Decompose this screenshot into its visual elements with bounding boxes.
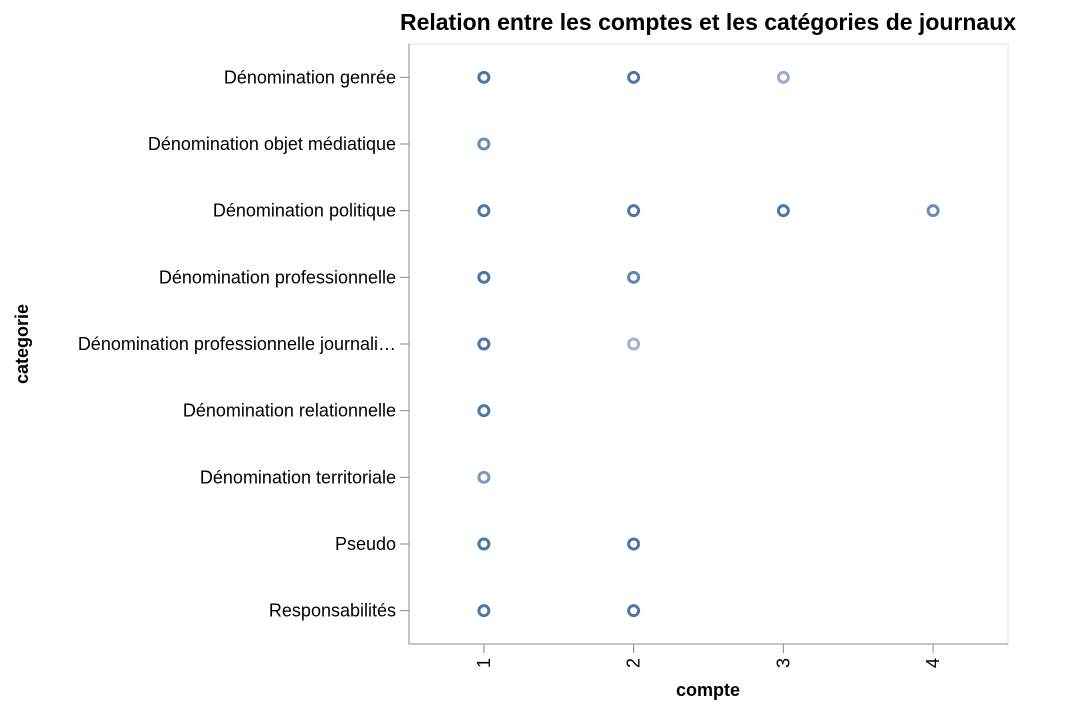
y-tick-label: Pseudo (335, 534, 396, 554)
chart-title: Relation entre les comptes et les catégo… (400, 9, 1016, 35)
y-tick-label: Dénomination relationnelle (183, 401, 396, 421)
data-point (627, 204, 641, 218)
data-point (627, 604, 641, 618)
data-point (776, 204, 790, 218)
data-point (477, 337, 491, 351)
x-tick-label: 3 (773, 658, 793, 668)
data-point (477, 137, 491, 151)
data-point (477, 604, 491, 618)
data-point (627, 270, 641, 284)
y-tick-label: Responsabilités (269, 601, 396, 621)
y-tick-label: Dénomination genrée (224, 67, 396, 87)
x-tick-label: 1 (474, 658, 494, 668)
x-axis-title: compte (676, 680, 740, 700)
data-point (627, 537, 641, 551)
data-point (926, 204, 940, 218)
data-point (477, 70, 491, 84)
x-axis: 1 2 3 4 (474, 644, 943, 668)
y-axis-title: categorie (12, 304, 32, 384)
data-point (477, 470, 491, 484)
y-tick-label: Dénomination professionnelle (159, 267, 396, 287)
y-tick-label: Dénomination professionnelle journali… (78, 334, 396, 354)
y-tick-label: Dénomination territoriale (200, 467, 396, 487)
x-tick-label: 4 (923, 658, 943, 668)
data-point (477, 404, 491, 418)
data-point (776, 70, 790, 84)
y-axis: Dénomination genrée Dénomination objet mé… (78, 67, 409, 621)
data-point (477, 537, 491, 551)
y-tick-label: Dénomination politique (213, 201, 396, 221)
data-point (477, 270, 491, 284)
data-point (477, 204, 491, 218)
data-point (627, 337, 641, 351)
data-point (627, 70, 641, 84)
y-tick-label: Dénomination objet médiatique (148, 134, 396, 154)
data-points (477, 70, 940, 618)
x-tick-label: 2 (624, 658, 644, 668)
plot-frame (408, 43, 1009, 645)
